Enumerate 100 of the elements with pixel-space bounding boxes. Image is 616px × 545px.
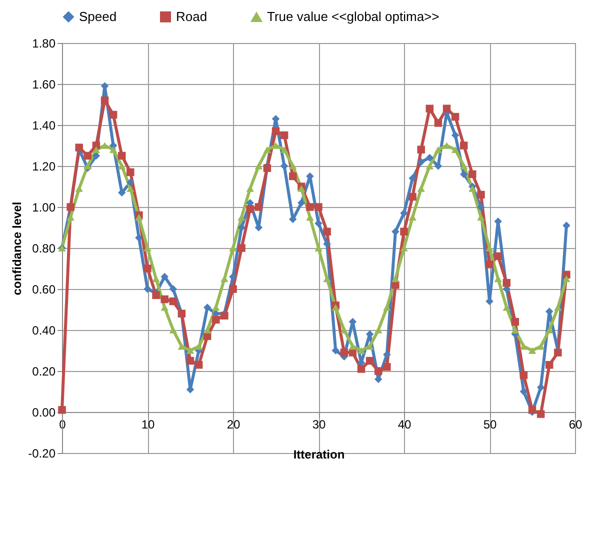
y-tick-label: 1.00 bbox=[32, 200, 56, 214]
point bbox=[340, 348, 348, 356]
point bbox=[144, 264, 152, 272]
point bbox=[528, 347, 536, 354]
point bbox=[562, 270, 570, 279]
point bbox=[186, 356, 194, 365]
point bbox=[298, 185, 306, 192]
point bbox=[144, 285, 152, 293]
point bbox=[434, 146, 442, 153]
point bbox=[92, 146, 100, 153]
x-tick-label: 20 bbox=[226, 418, 240, 432]
point bbox=[238, 224, 246, 232]
point bbox=[288, 162, 297, 170]
point bbox=[426, 104, 434, 112]
point bbox=[374, 367, 382, 375]
point bbox=[160, 272, 168, 281]
point bbox=[545, 326, 554, 334]
point bbox=[536, 410, 545, 418]
point bbox=[254, 203, 263, 211]
point bbox=[314, 203, 322, 211]
point bbox=[288, 172, 297, 180]
point bbox=[314, 220, 322, 228]
point bbox=[536, 343, 545, 350]
point bbox=[75, 185, 83, 192]
point bbox=[100, 96, 109, 104]
point bbox=[408, 192, 416, 201]
point bbox=[366, 343, 374, 350]
point bbox=[135, 214, 143, 221]
point bbox=[417, 146, 425, 154]
y-tick-label: 0.60 bbox=[32, 282, 56, 296]
point bbox=[392, 228, 400, 236]
legend-label: True value <<global optima>> bbox=[267, 9, 440, 24]
point bbox=[408, 174, 416, 182]
point bbox=[400, 228, 408, 236]
point bbox=[400, 209, 408, 218]
point bbox=[520, 343, 528, 350]
point bbox=[126, 168, 134, 176]
point bbox=[186, 347, 194, 354]
point bbox=[468, 185, 476, 192]
point bbox=[298, 199, 306, 207]
point bbox=[100, 142, 109, 149]
point bbox=[417, 185, 425, 192]
point bbox=[272, 127, 280, 136]
point bbox=[118, 162, 126, 170]
point bbox=[280, 162, 288, 170]
y-tick-label: 1.40 bbox=[32, 118, 56, 132]
point bbox=[160, 295, 168, 304]
x-tick-label: 10 bbox=[141, 418, 155, 432]
point bbox=[357, 347, 366, 354]
x-tick-label: 40 bbox=[398, 418, 412, 432]
point bbox=[348, 343, 357, 350]
point bbox=[280, 131, 288, 140]
legend-label: Road bbox=[176, 8, 208, 24]
point bbox=[451, 131, 460, 140]
point bbox=[477, 190, 485, 199]
point bbox=[383, 363, 391, 371]
point bbox=[229, 244, 237, 252]
point bbox=[340, 326, 348, 334]
point bbox=[263, 146, 272, 153]
point bbox=[494, 252, 502, 260]
point bbox=[203, 326, 212, 334]
point bbox=[451, 146, 460, 153]
y-tick-label: 0.40 bbox=[32, 324, 56, 338]
y-axis-title: confidance level bbox=[10, 202, 24, 296]
point bbox=[545, 360, 554, 369]
point bbox=[562, 275, 570, 282]
point bbox=[426, 162, 434, 170]
point bbox=[511, 326, 520, 334]
point bbox=[194, 360, 203, 369]
y-tick-label: -0.20 bbox=[28, 446, 56, 460]
point bbox=[254, 162, 263, 170]
point bbox=[357, 365, 366, 373]
point bbox=[434, 119, 442, 127]
point bbox=[332, 304, 340, 311]
x-tick-label: 60 bbox=[568, 418, 582, 432]
point bbox=[246, 185, 254, 192]
point bbox=[451, 112, 460, 121]
point bbox=[152, 291, 160, 300]
point bbox=[332, 346, 340, 354]
point bbox=[126, 185, 134, 192]
point bbox=[238, 244, 246, 252]
point bbox=[442, 142, 451, 149]
y-tick-label: 0.00 bbox=[32, 406, 56, 420]
point bbox=[520, 388, 528, 396]
point bbox=[280, 146, 288, 153]
point bbox=[520, 371, 528, 379]
y-tick-label: 0.80 bbox=[32, 242, 56, 256]
point bbox=[109, 110, 118, 119]
point bbox=[502, 278, 510, 287]
point bbox=[203, 304, 212, 312]
point bbox=[212, 316, 220, 324]
legend-label: Speed bbox=[79, 8, 117, 24]
point bbox=[426, 154, 434, 162]
point bbox=[118, 152, 126, 160]
x-tick-label: 50 bbox=[483, 418, 497, 432]
point bbox=[442, 104, 451, 112]
point bbox=[229, 285, 237, 293]
point bbox=[306, 203, 314, 211]
point bbox=[468, 170, 476, 178]
point bbox=[169, 297, 178, 306]
